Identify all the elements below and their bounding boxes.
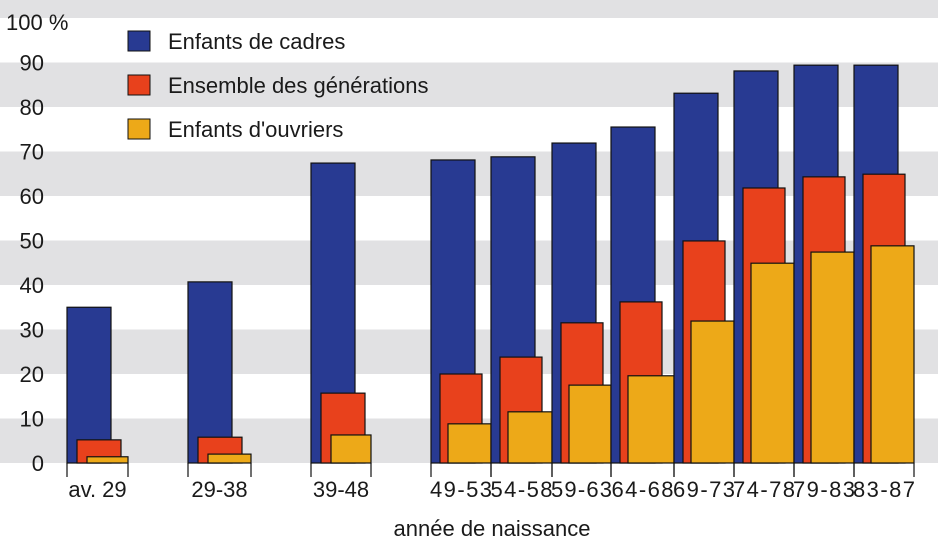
x-tick-label: 83-87 bbox=[853, 477, 915, 502]
x-tick-label: av. 29 bbox=[68, 477, 126, 502]
bar-ouvriers-5 bbox=[568, 384, 612, 464]
legend-swatch-ensemble bbox=[127, 74, 151, 96]
y-tick-label: 70 bbox=[20, 140, 44, 165]
x-tick-label: 59-63 bbox=[551, 477, 612, 502]
x-tick-label: 29-38 bbox=[191, 477, 247, 502]
x-tick-label: 64-68 bbox=[612, 477, 674, 502]
bar-ouvriers-2 bbox=[330, 434, 372, 464]
x-tick-label: 54-58 bbox=[491, 477, 553, 502]
legend-label-ensemble: Ensemble des générations bbox=[168, 73, 429, 98]
y-tick-label: 10 bbox=[20, 407, 44, 432]
bars bbox=[66, 64, 915, 464]
x-axis-title: année de naissance bbox=[394, 516, 591, 541]
bar-ouvriers-10 bbox=[870, 245, 915, 464]
y-tick-label: 60 bbox=[20, 184, 44, 209]
legend-label-cadres: Enfants de cadres bbox=[168, 29, 345, 54]
bar-ouvriers-1 bbox=[207, 453, 252, 464]
y-tick-label: 40 bbox=[20, 273, 44, 298]
bar-ouvriers-9 bbox=[810, 251, 855, 464]
bar-ouvriers-3 bbox=[447, 423, 492, 464]
bar-cadres-1 bbox=[187, 281, 233, 464]
grid-band bbox=[0, 0, 938, 18]
grid-band bbox=[0, 62, 938, 107]
bar-ouvriers-8 bbox=[750, 262, 795, 464]
bar-ouvriers-7 bbox=[690, 320, 735, 464]
x-tick-label: 79-83 bbox=[793, 477, 855, 502]
legend-swatch-cadres bbox=[127, 30, 151, 52]
x-tick-label: 49-53 bbox=[430, 477, 492, 502]
x-tick-label: 74-78 bbox=[733, 477, 795, 502]
bar-ouvriers-0 bbox=[86, 456, 129, 464]
legend-label-ouvriers: Enfants d'ouvriers bbox=[168, 117, 343, 142]
y-tick-label: 80 bbox=[20, 95, 44, 120]
y-tick-label: 20 bbox=[20, 362, 44, 387]
y-tick-label: 30 bbox=[20, 318, 44, 343]
y-axis: 0 10 20 30 40 50 60 70 80 90 100 % bbox=[6, 10, 68, 476]
legend: Enfants de cadres Ensemble des génératio… bbox=[127, 29, 429, 142]
bar-cadres-0 bbox=[66, 306, 112, 464]
y-tick-label: 100 % bbox=[6, 10, 68, 35]
x-tick-label: 39-48 bbox=[313, 477, 369, 502]
y-tick-label: 0 bbox=[32, 451, 44, 476]
y-tick-label: 90 bbox=[20, 51, 44, 76]
bar-ouvriers-6 bbox=[627, 375, 675, 464]
legend-swatch-ouvriers bbox=[127, 118, 151, 140]
x-tick-label: 69-73 bbox=[673, 477, 735, 502]
y-tick-label: 50 bbox=[20, 229, 44, 254]
bar-ouvriers-4 bbox=[507, 411, 553, 464]
